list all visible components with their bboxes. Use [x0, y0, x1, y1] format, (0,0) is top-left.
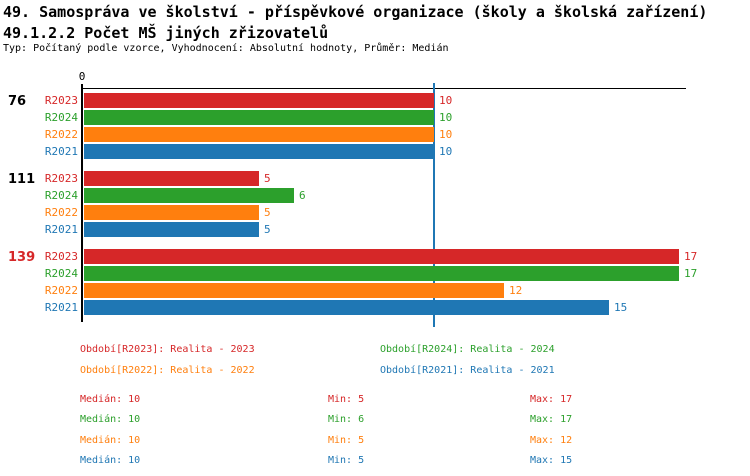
bar [84, 93, 434, 108]
bar [84, 127, 434, 142]
group-label: 111 [8, 172, 36, 187]
stat-min: Min: 5 [328, 394, 365, 405]
legend-item: Období[R2021]: Realita - 2021 [380, 365, 555, 376]
stat-min: Min: 5 [328, 435, 365, 446]
bar-value-label: 17 [684, 250, 698, 263]
bar [84, 205, 259, 220]
series-tick-label: R2021 [44, 223, 78, 236]
bar [84, 171, 259, 186]
stat-max: Max: 12 [530, 435, 573, 446]
bar-chart: 0 76 R2023 10 R2024 10 R2022 10 R2021 10 111 R2023… [8, 70, 698, 327]
series-tick-label: R2023 [44, 94, 78, 107]
bar [84, 110, 434, 125]
group-label: 76 [8, 94, 27, 109]
bar [84, 249, 679, 264]
median-reference-line [433, 83, 435, 327]
bar [84, 188, 294, 203]
bar-value-label: 5 [264, 223, 271, 236]
bar-value-label: 15 [614, 301, 628, 314]
bar [84, 283, 504, 298]
indicator-meta-info: Typ: Počítaný podle vzorce, Vyhodnocení:… [3, 43, 449, 54]
stat-median: Medián: 10 [80, 435, 141, 446]
bar-value-label: 6 [299, 189, 306, 202]
bar-value-label: 5 [264, 206, 271, 219]
bar-value-label: 5 [264, 172, 271, 185]
stat-median: Medián: 10 [80, 455, 141, 466]
bar [84, 222, 259, 237]
legend-item: Období[R2024]: Realita - 2024 [380, 344, 555, 355]
stat-max: Max: 17 [530, 394, 573, 405]
x-axis-line [82, 88, 686, 89]
stat-min: Min: 6 [328, 414, 365, 425]
group-label: 139 [8, 250, 36, 265]
series-tick-label: R2022 [44, 206, 78, 219]
series-tick-label: R2022 [44, 284, 78, 297]
series-tick-label: R2024 [44, 111, 78, 124]
y-axis-line [81, 84, 83, 322]
indicator-title: 49.1.2.2 Počet MŠ jiných zřizovatelů [3, 24, 329, 42]
bar-value-label: 10 [439, 94, 453, 107]
stat-min: Min: 5 [328, 455, 365, 466]
series-tick-label: R2023 [44, 172, 78, 185]
legend-item: Období[R2022]: Realita - 2022 [80, 365, 255, 376]
bar [84, 266, 679, 281]
bar [84, 300, 609, 315]
series-tick-label: R2023 [44, 250, 78, 263]
legend-item: Období[R2023]: Realita - 2023 [80, 344, 255, 355]
stat-median: Medián: 10 [80, 414, 141, 425]
series-tick-label: R2021 [44, 301, 78, 314]
bar-value-label: 10 [439, 128, 453, 141]
series-tick-label: R2022 [44, 128, 78, 141]
series-tick-label: R2021 [44, 145, 78, 158]
stat-max: Max: 15 [530, 455, 573, 466]
stat-max: Max: 17 [530, 414, 573, 425]
bar [84, 144, 434, 159]
report-title: 49. Samospráva ve školství - příspěvkové… [3, 3, 708, 21]
x-axis-zero-tick-label: 0 [78, 70, 86, 83]
bar-value-label: 10 [439, 111, 453, 124]
bar-value-label: 17 [684, 267, 698, 280]
series-tick-label: R2024 [44, 267, 78, 280]
bar-value-label: 12 [509, 284, 523, 297]
bar-value-label: 10 [439, 145, 453, 158]
stat-median: Medián: 10 [80, 394, 141, 405]
series-tick-label: R2024 [44, 189, 78, 202]
